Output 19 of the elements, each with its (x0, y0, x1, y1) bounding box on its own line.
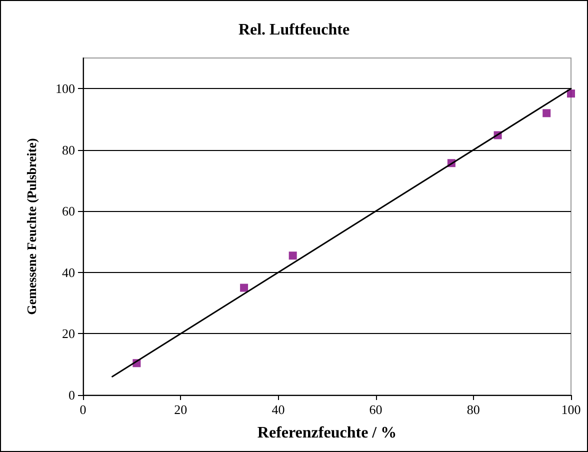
y-axis-title: Gemessene Feuchte (Pulsbreite) (24, 138, 39, 315)
x-tick-label: 20 (174, 402, 188, 417)
chart-title: Rel. Luftfeuchte (238, 22, 350, 38)
y-tick-label: 80 (62, 142, 75, 158)
x-tick-label: 0 (80, 402, 86, 417)
x-tick-label: 40 (272, 402, 285, 417)
y-tick-label: 20 (62, 326, 75, 342)
y-tick-label: 60 (62, 204, 75, 219)
x-axis-title: Referenzfeuchte / % (257, 424, 397, 442)
x-tick-label: 100 (561, 402, 581, 417)
y-tick-label: 40 (62, 264, 75, 280)
x-tick-label: 80 (466, 402, 480, 417)
point (542, 109, 551, 118)
point (567, 90, 575, 98)
point (288, 252, 297, 260)
y-tick-label: 100 (56, 81, 75, 96)
y-tick-label: 0 (68, 388, 75, 402)
x-tick-label: 60 (369, 402, 382, 417)
point (240, 284, 248, 292)
